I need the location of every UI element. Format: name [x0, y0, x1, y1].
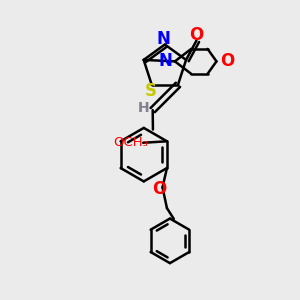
Text: N: N [156, 29, 170, 47]
Text: O: O [152, 180, 167, 198]
Text: OCH₃: OCH₃ [113, 136, 148, 149]
Text: N: N [159, 52, 172, 70]
Text: S: S [145, 82, 157, 100]
Text: O: O [189, 26, 204, 44]
Text: O: O [220, 52, 234, 70]
Text: H: H [137, 101, 149, 115]
